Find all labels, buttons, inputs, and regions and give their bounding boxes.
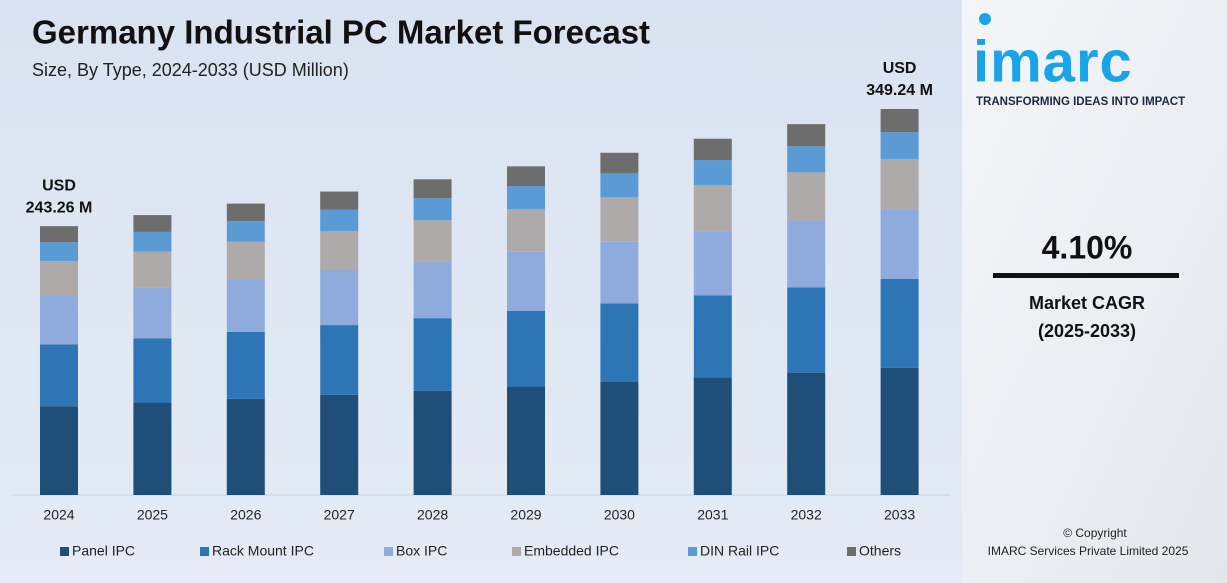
legend-label: Embedded IPC: [524, 543, 619, 559]
bar-segment: [133, 251, 172, 288]
bar-segment: [880, 278, 919, 368]
sidebar-background: [962, 0, 1227, 583]
annotation: 243.26 M: [26, 199, 93, 216]
bar-segment: [880, 209, 919, 279]
bar-segment: [133, 287, 172, 339]
bar-segment: [787, 220, 826, 288]
x-tick-label: 2028: [417, 507, 448, 523]
bar-segment: [600, 303, 639, 383]
copyright: IMARC Services Private Limited 2025: [988, 544, 1189, 558]
legend-label: Rack Mount IPC: [212, 543, 314, 559]
legend-label: Panel IPC: [72, 543, 135, 559]
bar-segment: [226, 221, 265, 242]
logo-dot: [979, 13, 991, 25]
bar-segment: [507, 386, 545, 495]
bar-segment: [600, 241, 639, 304]
annotation: 349.24 M: [866, 82, 933, 99]
bar-segment: [693, 377, 732, 495]
bar-segment: [693, 160, 732, 186]
bar-segment: [507, 310, 545, 387]
bar-segment: [880, 159, 919, 210]
cagr-rule: [993, 273, 1179, 278]
bar-segment: [226, 241, 265, 280]
bar-segment: [40, 296, 78, 345]
chart-title: Germany Industrial PC Market Forecast: [32, 14, 650, 51]
bar-segment: [320, 325, 359, 395]
bar-segment: [40, 226, 78, 243]
legend-swatch: [847, 547, 856, 556]
bar-segment: [226, 398, 265, 495]
bar-segment: [40, 344, 78, 407]
bar-segment: [226, 203, 265, 222]
bar-segment: [880, 367, 919, 495]
logo: imarc: [973, 29, 1133, 94]
bar-segment: [320, 270, 359, 326]
bar-segment: [600, 197, 639, 242]
bar-segment: [600, 152, 639, 174]
bar-segment: [787, 124, 826, 147]
annotation: USD: [883, 60, 917, 77]
legend-swatch: [688, 547, 697, 556]
bar-segment: [226, 279, 265, 332]
legend-label: Box IPC: [396, 543, 447, 559]
bar-segment: [133, 402, 172, 495]
bar-segment: [693, 185, 732, 232]
bar-segment: [413, 220, 452, 262]
legend-label: DIN Rail IPC: [700, 543, 779, 559]
bar-segment: [787, 146, 826, 173]
legend-swatch: [200, 547, 209, 556]
bar-segment: [507, 166, 545, 187]
cagr-label: (2025-2033): [1038, 321, 1136, 341]
bar-segment: [413, 261, 452, 319]
chart-subtitle: Size, By Type, 2024-2033 (USD Million): [32, 60, 349, 80]
bar-segment: [133, 338, 172, 403]
bar-segment: [693, 138, 732, 161]
bar-segment: [787, 372, 826, 495]
cagr-label: Market CAGR: [1029, 293, 1145, 313]
bar-segment: [320, 394, 359, 495]
x-tick-label: 2025: [137, 507, 168, 523]
bar-segment: [133, 231, 172, 252]
bar-segment: [413, 179, 452, 199]
bar-segment: [507, 186, 545, 210]
bar-segment: [787, 172, 826, 221]
cagr-value: 4.10%: [1042, 229, 1133, 265]
bar-segment: [880, 109, 919, 133]
bar-segment: [320, 191, 359, 210]
x-tick-label: 2032: [791, 507, 822, 523]
x-tick-label: 2029: [510, 507, 541, 523]
x-tick-label: 2033: [884, 507, 915, 523]
bar-segment: [600, 382, 639, 495]
bar-segment: [787, 287, 826, 373]
x-tick-label: 2031: [697, 507, 728, 523]
bar-segment: [413, 318, 452, 391]
annotation: USD: [42, 177, 76, 194]
bar-segment: [40, 406, 78, 495]
legend-swatch: [60, 547, 69, 556]
bar-segment: [413, 198, 452, 221]
x-tick-label: 2024: [43, 507, 74, 523]
bar-segment: [40, 242, 78, 262]
bar-segment: [320, 209, 359, 232]
tagline: TRANSFORMING IDEAS INTO IMPACT: [976, 96, 1185, 108]
bar-segment: [693, 231, 732, 296]
x-tick-label: 2026: [230, 507, 261, 523]
bar-segment: [40, 261, 78, 297]
legend-swatch: [512, 547, 521, 556]
legend-swatch: [384, 547, 393, 556]
bar-segment: [320, 231, 359, 271]
bar-segment: [600, 173, 639, 198]
bar-segment: [693, 295, 732, 378]
x-tick-label: 2027: [324, 507, 355, 523]
bar-segment: [507, 251, 545, 311]
bar-segment: [507, 209, 545, 252]
bar-segment: [226, 331, 265, 399]
bar-segment: [413, 390, 452, 495]
x-tick-label: 2030: [604, 507, 635, 523]
legend-label: Others: [859, 543, 901, 559]
bar-segment: [133, 215, 172, 232]
bar-segment: [880, 132, 919, 160]
copyright: © Copyright: [1063, 526, 1127, 540]
